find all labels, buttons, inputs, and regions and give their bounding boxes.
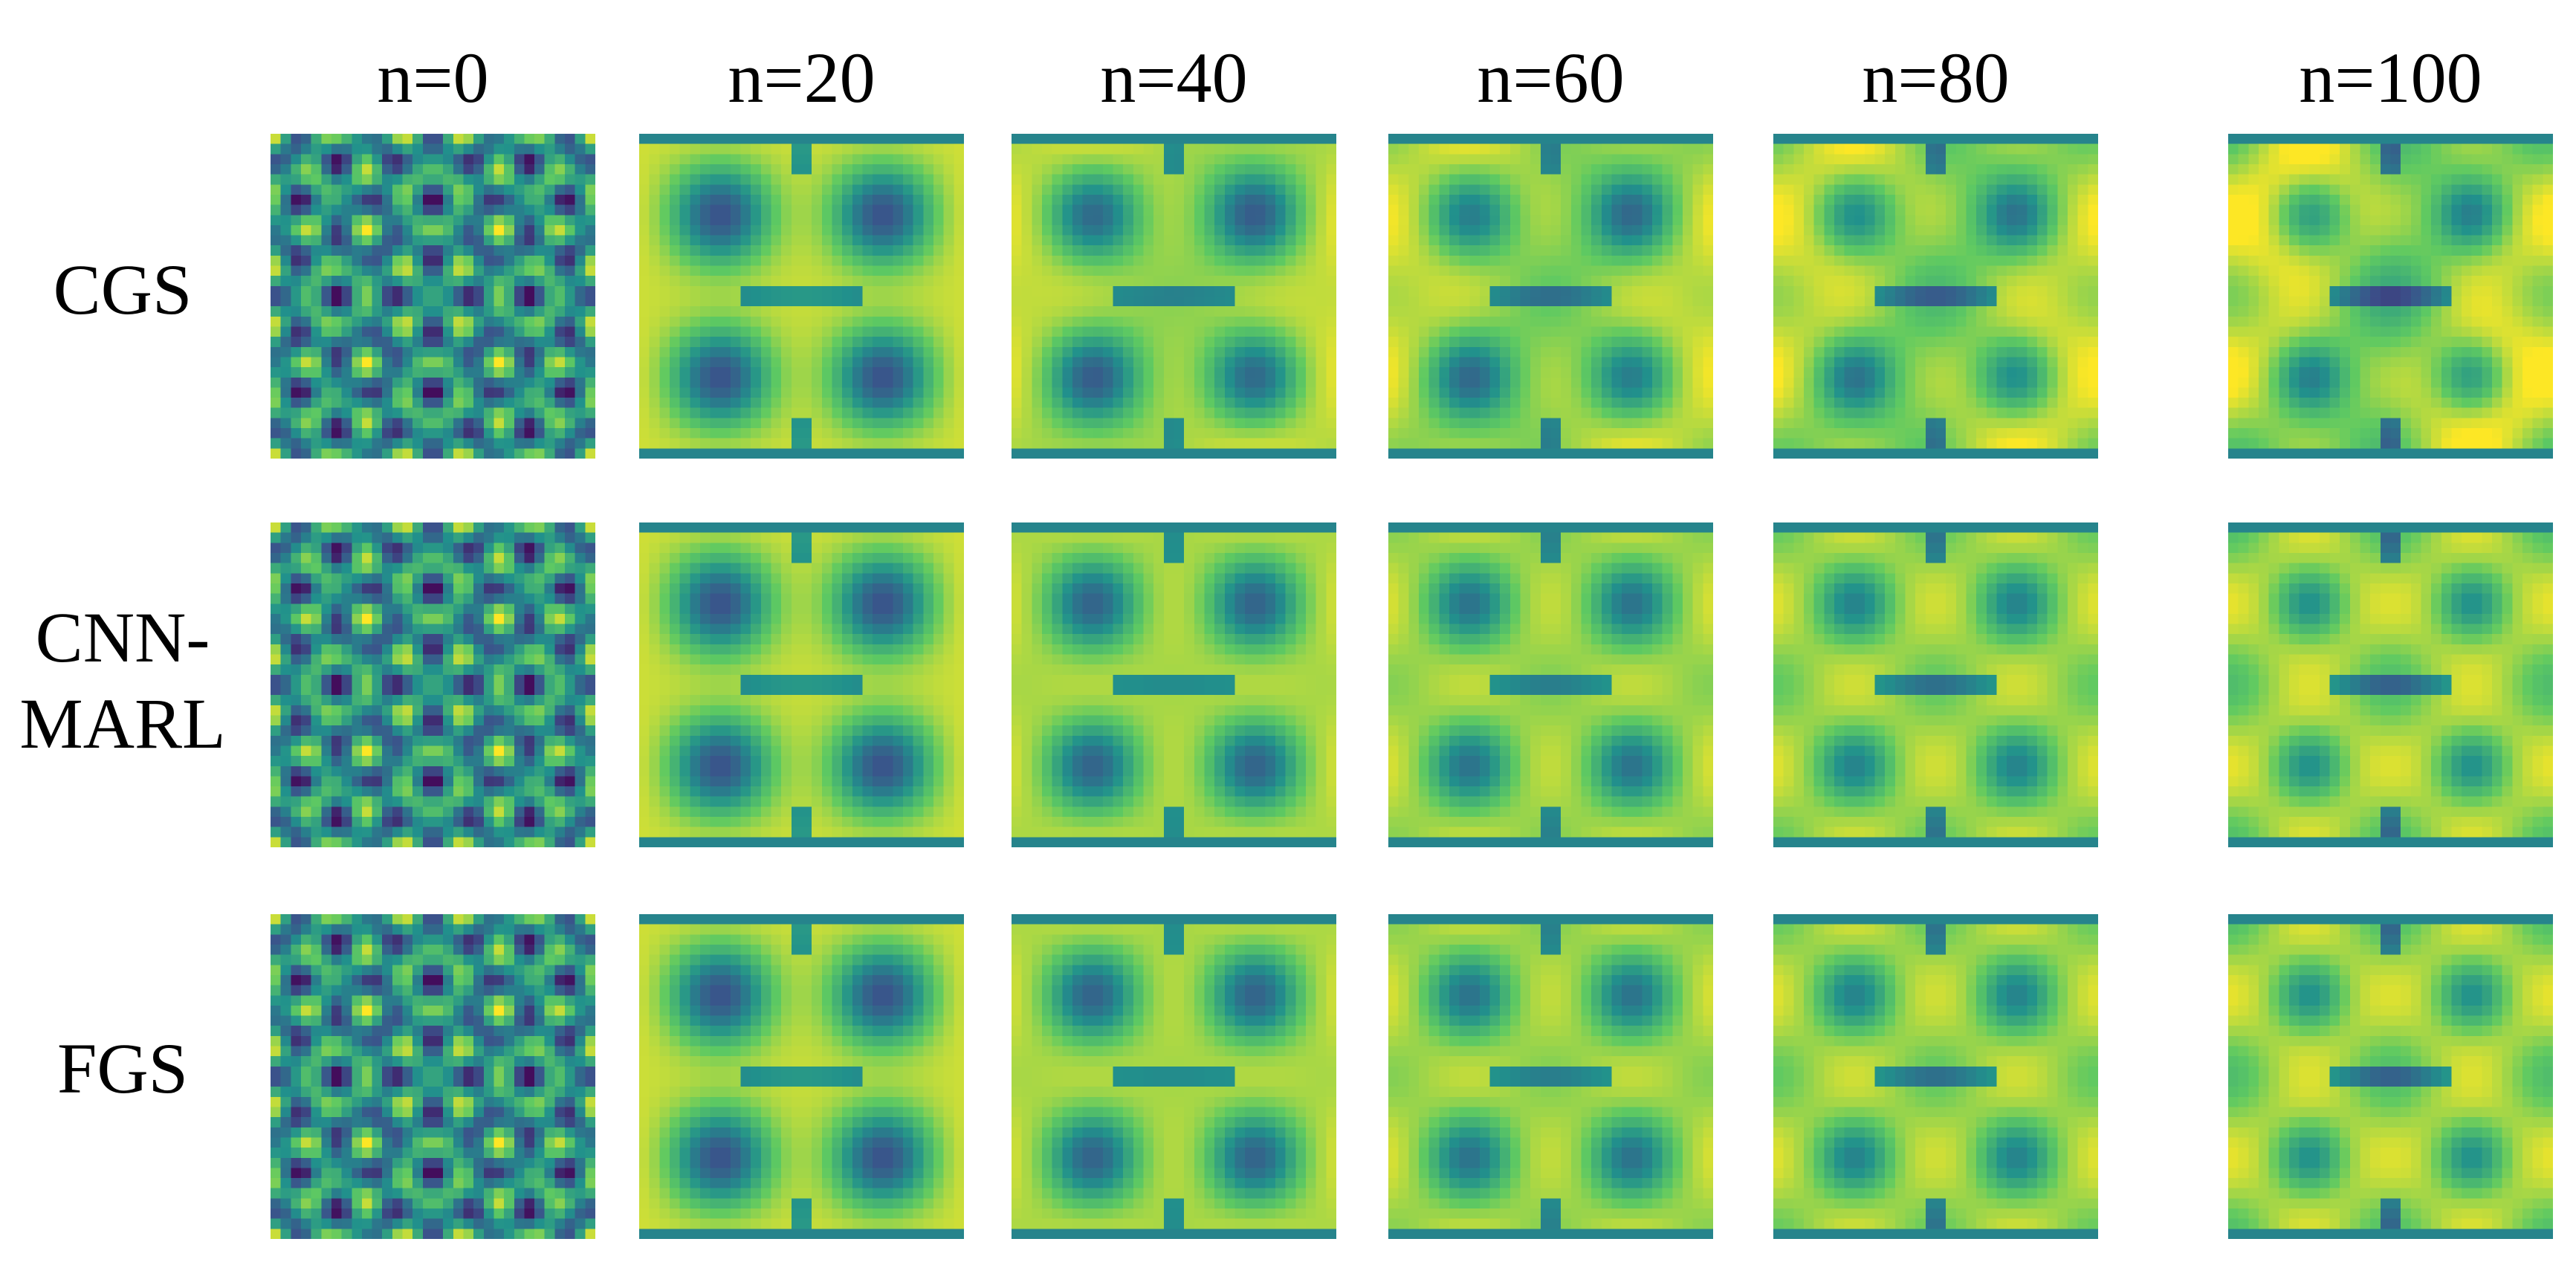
heatmap-panel (1012, 522, 1336, 847)
column-label-n20: n=20 (728, 38, 876, 117)
heatmap-panel (1773, 134, 2098, 459)
heatmap-panel (639, 134, 964, 459)
heatmap-panel (271, 134, 595, 459)
heatmap-panel (271, 522, 595, 847)
column-label-n40: n=40 (1100, 38, 1248, 117)
column-label-n80: n=80 (1862, 38, 2010, 117)
heatmap-panel (1012, 914, 1336, 1239)
heatmap-panel (1773, 914, 2098, 1239)
heatmap-panel (1773, 522, 2098, 847)
heatmap-panel (1388, 134, 1713, 459)
heatmap-panel (2228, 522, 2553, 847)
heatmap-panel (639, 914, 964, 1239)
column-label-n60: n=60 (1477, 38, 1625, 117)
heatmap-panel (1388, 914, 1713, 1239)
heatmap-panel (2228, 914, 2553, 1239)
row-label-cnn-marl: CNN- MARL (19, 598, 226, 763)
heatmap-panel (2228, 134, 2553, 459)
column-label-n100: n=100 (2299, 38, 2482, 117)
heatmap-panel (639, 522, 964, 847)
row-label-fgs: FGS (56, 1029, 189, 1108)
row-label-cgs: CGS (53, 250, 192, 329)
column-label-n0: n=0 (377, 38, 489, 117)
heatmap-panel (271, 914, 595, 1239)
heatmap-panel (1388, 522, 1713, 847)
heatmap-panel (1012, 134, 1336, 459)
